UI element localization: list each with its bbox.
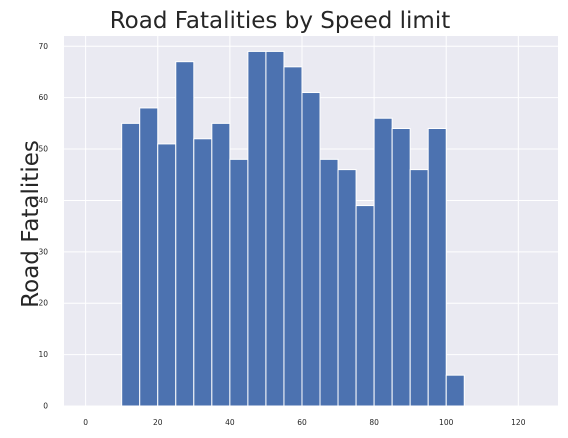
x-tick-labels: 0 20 40 60 80 100 120 [83, 418, 525, 427]
bar [175, 61, 195, 407]
bar [373, 117, 393, 407]
y-axis-label: Road Fatalities [18, 140, 44, 308]
bar [121, 122, 141, 407]
x-tick-label: 20 [153, 418, 163, 427]
bar [319, 158, 339, 407]
y-tick-label: 0 [43, 402, 48, 411]
x-tick-label: 80 [369, 418, 379, 427]
bar [157, 143, 177, 407]
chart-title: Road Fatalities by Speed limit [110, 8, 451, 34]
bar [427, 128, 447, 407]
y-tick-label: 30 [38, 247, 48, 256]
bar [301, 92, 321, 407]
bar [265, 50, 285, 407]
x-tick-label: 40 [225, 418, 235, 427]
bar [445, 374, 465, 407]
bar [193, 138, 213, 407]
x-tick-label: 0 [83, 418, 88, 427]
bar [355, 205, 375, 407]
x-tick-label: 100 [439, 418, 454, 427]
bar [247, 50, 267, 407]
bar [211, 122, 231, 407]
x-tick-label: 120 [511, 418, 526, 427]
bar [229, 158, 249, 407]
y-tick-label: 60 [38, 93, 48, 102]
y-tick-label: 20 [38, 299, 48, 308]
x-tick-label: 60 [297, 418, 307, 427]
bar [139, 107, 159, 407]
bar [337, 169, 357, 407]
y-tick-label: 40 [38, 196, 48, 205]
y-tick-labels: 0 10 20 30 40 50 60 70 [38, 42, 48, 411]
bars [121, 50, 465, 407]
bar [283, 66, 303, 407]
y-tick-label: 10 [38, 350, 48, 359]
y-tick-label: 70 [38, 42, 48, 51]
bar [409, 169, 429, 407]
y-tick-label: 50 [38, 145, 48, 154]
bar [391, 128, 411, 407]
